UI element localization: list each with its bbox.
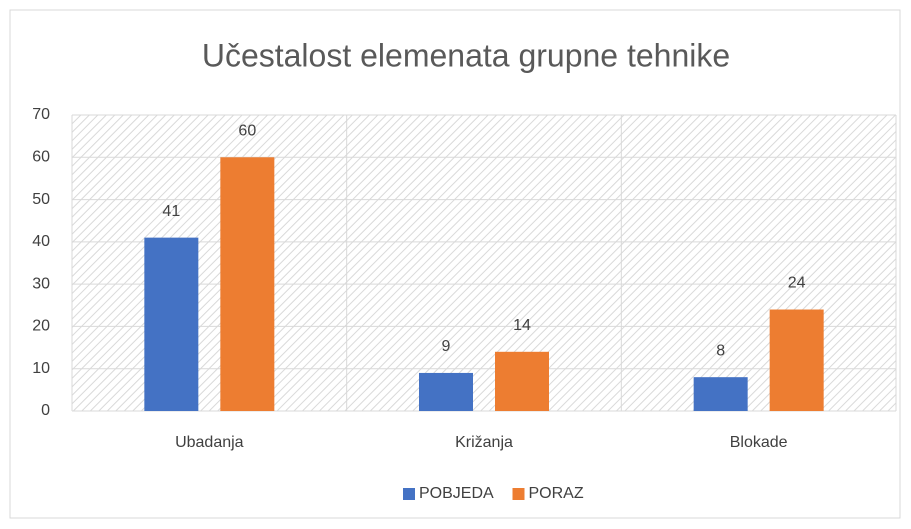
x-tick-label: Blokade <box>730 434 788 451</box>
data-label: 14 <box>513 317 531 334</box>
legend-label: PORAZ <box>529 485 584 502</box>
bar <box>144 237 199 411</box>
y-tick-label: 30 <box>32 275 50 292</box>
data-label: 8 <box>716 342 725 359</box>
x-tick-label: Ubadanja <box>175 434 244 451</box>
data-label: 24 <box>788 275 806 292</box>
y-tick-label: 60 <box>32 149 50 166</box>
bar <box>693 377 748 411</box>
y-tick-label: 0 <box>41 402 50 419</box>
bar <box>769 309 824 411</box>
y-tick-label: 70 <box>32 106 50 123</box>
x-tick-label: Križanja <box>455 434 513 451</box>
bar <box>419 372 473 411</box>
y-tick-label: 10 <box>32 360 50 377</box>
data-label: 9 <box>442 338 451 355</box>
legend-label: POBJEDA <box>419 485 494 502</box>
bar <box>220 157 275 411</box>
legend-swatch <box>512 488 525 500</box>
legend-swatch <box>403 488 415 500</box>
y-tick-label: 20 <box>32 318 50 335</box>
chart-title: Učestalost elemenata grupne tehnike <box>202 37 730 73</box>
y-tick-label: 40 <box>32 233 50 250</box>
y-tick-label: 50 <box>32 191 50 208</box>
plot-area <box>72 115 896 411</box>
data-label: 41 <box>162 203 180 220</box>
data-label: 60 <box>238 123 256 140</box>
bar <box>495 351 549 411</box>
